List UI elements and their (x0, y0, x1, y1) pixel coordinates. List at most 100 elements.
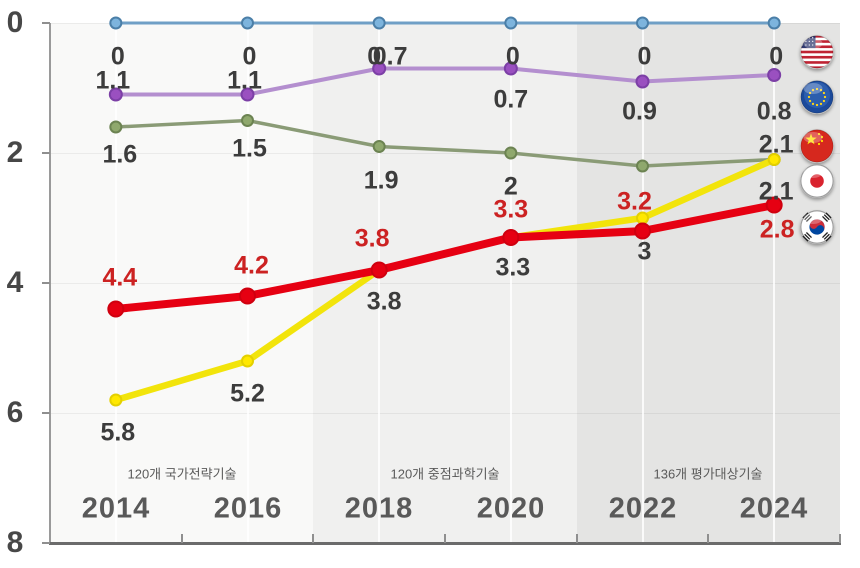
korea-flag-icon (800, 210, 834, 244)
y-tick-6 (42, 412, 50, 414)
v-gridline-2016 (246, 23, 249, 543)
data-point-eu-2016 (240, 87, 255, 102)
series-usa (109, 16, 781, 30)
y-axis-label-0: 0 (6, 6, 24, 39)
y-tick-0 (42, 22, 50, 24)
value-label-eu-2020: 0.7 (493, 85, 529, 113)
data-point-usa-2020 (504, 16, 518, 30)
data-point-eu-2014 (108, 87, 123, 102)
value-label-korea-2022: 3.2 (617, 187, 652, 216)
japan-flag-icon (800, 164, 834, 198)
data-point-usa-2014 (109, 16, 123, 30)
value-label-eu-2016: 1.1 (227, 66, 262, 94)
value-label-korea-2020: 3.3 (493, 195, 529, 223)
series-korea (107, 196, 783, 318)
data-point-japan-2022 (636, 159, 649, 173)
eu-flag-icon (800, 80, 834, 114)
y-axis-label-8: 8 (6, 526, 24, 559)
value-label-china-2014: 5.8 (100, 418, 136, 447)
period-band-1 (50, 23, 314, 543)
y-axis-label-6: 6 (6, 396, 24, 429)
x-tick-5 (707, 534, 710, 543)
data-point-japan-2014 (109, 120, 123, 134)
value-label-china-2020: 3.3 (495, 253, 531, 281)
data-point-china-2016 (241, 354, 254, 368)
y-tick-8 (42, 542, 50, 544)
x-tick-3 (444, 534, 446, 543)
value-label-korea-2016: 4.2 (234, 251, 269, 280)
period-band-3 (576, 23, 840, 543)
usa-flag-icon (800, 35, 834, 69)
value-label-japan-2018: 1.9 (363, 166, 399, 194)
v-gridline-2014 (114, 23, 117, 543)
data-point-japan-2020 (504, 146, 518, 160)
h-gridline-2 (50, 153, 840, 154)
value-label-usa-2016: 0 (242, 42, 257, 71)
data-point-korea-2024 (765, 196, 783, 214)
x-tick-6 (839, 534, 841, 543)
data-point-usa-2018 (372, 16, 386, 30)
data-point-usa-2016 (241, 16, 254, 30)
value-label-korea-2018: 3.8 (354, 224, 390, 253)
x-axis-label-2022: 2022 (608, 492, 678, 525)
data-point-japan-2018 (372, 140, 386, 153)
data-point-eu-2022 (635, 74, 650, 89)
value-label-usa-2022: 0 (637, 42, 652, 71)
period-caption-key-science-tech: 120개 중점과학기술 (390, 466, 500, 482)
value-label-eu-2014: 1.1 (95, 66, 131, 94)
h-gridline-6 (50, 413, 840, 414)
value-label-eu-2018: 0.7 (372, 42, 408, 70)
x-axis-line (49, 542, 841, 545)
data-point-korea-2014 (107, 300, 125, 318)
x-tick-1 (180, 534, 183, 543)
china-flag-icon (800, 129, 834, 163)
value-label-china-2024: 2.1 (758, 177, 794, 205)
value-label-china-2018: 3.8 (366, 287, 402, 316)
v-gridline-2022 (641, 23, 644, 543)
series-line-china (112, 156, 778, 404)
value-label-eu-2022: 0.9 (622, 97, 657, 125)
series-line-korea (111, 201, 779, 313)
value-label-china-2022: 3 (637, 237, 652, 266)
value-label-japan-2016: 1.5 (232, 134, 267, 162)
data-point-korea-2022 (634, 222, 651, 240)
period-caption-national-strategic-tech: 120개 국가전략기술 (127, 466, 237, 482)
y-tick-4 (42, 282, 50, 284)
data-point-japan-2016 (241, 114, 254, 127)
value-label-japan-2024: 2.1 (758, 130, 794, 158)
data-point-korea-2018 (370, 261, 388, 279)
y-axis-line (49, 23, 51, 543)
data-point-korea-2020 (502, 229, 520, 246)
value-label-eu-2024: 0.8 (756, 97, 792, 126)
x-tick-4 (575, 534, 578, 543)
value-label-usa-2018: 0 (367, 42, 382, 71)
y-axis-label-4: 4 (6, 266, 24, 299)
series-line-japan (114, 118, 776, 168)
v-gridline-2018 (378, 23, 381, 543)
data-point-usa-2022 (636, 16, 649, 30)
value-label-japan-2014: 1.6 (102, 140, 138, 169)
x-axis-label-2018: 2018 (344, 492, 414, 525)
v-gridline-2024 (773, 23, 776, 543)
y-tick-2 (42, 152, 50, 154)
period-caption-assessed-tech: 136개 평가대상기술 (653, 466, 763, 482)
value-label-japan-2020: 2 (503, 172, 518, 201)
series-japan (109, 114, 781, 173)
data-point-korea-2016 (239, 287, 256, 305)
data-point-eu-2020 (503, 61, 518, 76)
x-tick-2 (312, 534, 315, 543)
data-point-eu-2018 (372, 61, 387, 76)
value-label-korea-2024: 2.8 (759, 215, 795, 244)
v-gridline-2020 (509, 23, 512, 543)
data-point-usa-2024 (767, 16, 781, 30)
x-axis-label-2020: 2020 (476, 492, 546, 525)
x-axis-label-2016: 2016 (213, 492, 283, 525)
value-label-usa-2024: 0 (769, 42, 784, 71)
y-axis-label-2: 2 (6, 136, 24, 169)
series-line-eu (113, 66, 777, 97)
value-label-china-2016: 5.2 (230, 379, 265, 408)
value-label-usa-2020: 0 (505, 42, 520, 71)
value-label-usa-2014: 0 (110, 42, 125, 71)
